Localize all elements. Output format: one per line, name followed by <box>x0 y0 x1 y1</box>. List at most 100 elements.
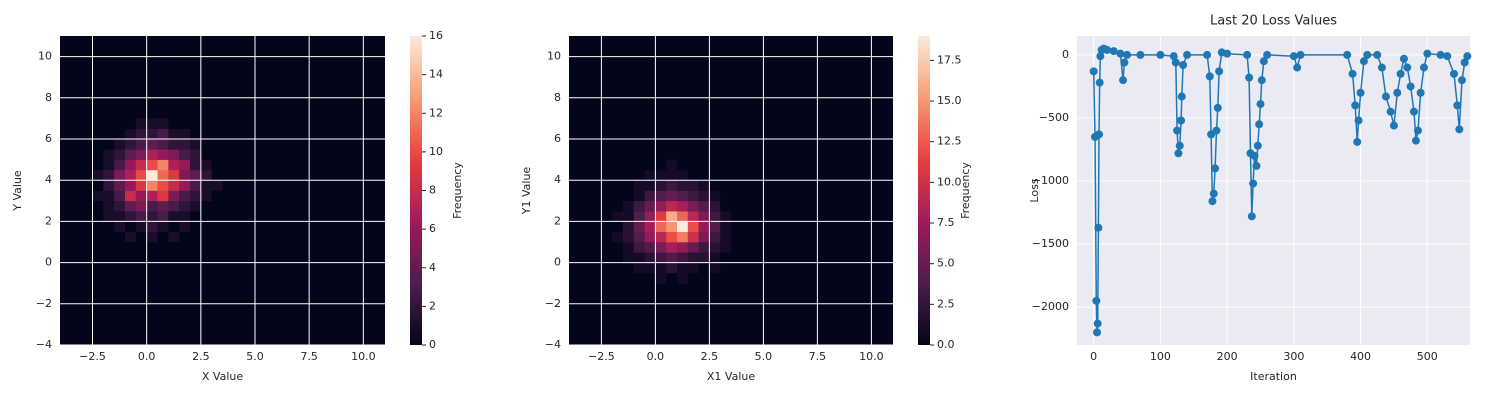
y-tick-label: 10 <box>547 50 561 63</box>
heatmap-cell <box>655 252 667 263</box>
colorbar-tick-label: 14 <box>429 68 443 81</box>
y-tick-label: 0 <box>554 256 561 269</box>
loss-marker <box>1116 49 1125 58</box>
heatmap-cell <box>709 242 721 253</box>
heatmap-cell <box>103 118 115 129</box>
heatmap-cell <box>731 159 743 171</box>
heatmap-cell <box>687 262 699 274</box>
heatmap-cell <box>157 180 169 191</box>
heatmap-cell <box>125 231 137 243</box>
heatmap-cell <box>644 262 656 274</box>
loss-marker <box>1093 319 1102 328</box>
heatmap-cell <box>644 169 656 181</box>
x-tick-label: 100 <box>1150 350 1171 363</box>
heatmap-cell <box>211 128 223 140</box>
loss-marker <box>1389 121 1398 130</box>
heatmap-cell <box>92 149 104 160</box>
heatmap-cell <box>709 190 721 202</box>
heatmap-cell <box>125 221 137 232</box>
heatmap-cell <box>103 159 115 171</box>
heatmap-cell <box>720 159 732 171</box>
x-tick-label: −2.5 <box>79 350 106 363</box>
heatmap-cell <box>633 159 645 171</box>
heatmap-cell <box>135 159 147 171</box>
heatmap-cell <box>200 190 212 202</box>
heatmap-cell <box>655 272 667 284</box>
x-tick-label: 300 <box>1283 350 1304 363</box>
x-tick-label: 500 <box>1417 350 1438 363</box>
loss-marker <box>1255 120 1264 129</box>
heatmap-cell <box>125 118 137 129</box>
loss-marker <box>1436 50 1445 59</box>
loss-marker <box>1257 76 1266 85</box>
heatmap-cell <box>720 262 732 274</box>
heatmap-cell <box>114 211 126 222</box>
heatmap-cell <box>135 200 147 212</box>
heatmap-cell <box>633 262 645 274</box>
heatmap-cell <box>666 180 678 191</box>
loss-marker <box>1411 136 1420 145</box>
loss-marker <box>1416 88 1425 97</box>
loss-marker <box>1343 50 1352 59</box>
x-tick-label: 2.5 <box>701 350 719 363</box>
heatmap-cell <box>720 211 732 222</box>
y-tick-label: −500 <box>1039 111 1069 124</box>
y-axis-label: Y1 Value <box>520 167 533 216</box>
heatmap-cell <box>612 252 624 263</box>
heatmap-cell <box>92 190 104 202</box>
heatmap-cell <box>200 221 212 232</box>
heatmap-cell <box>103 180 115 191</box>
heatmap-cell <box>644 221 656 232</box>
heatmap-cell <box>200 159 212 171</box>
heatmap-cell <box>677 159 689 171</box>
heatmap-cell <box>666 252 678 263</box>
heatmap-cell <box>623 159 635 171</box>
loss-marker <box>1109 47 1118 56</box>
heatmap-cell <box>114 231 126 243</box>
heatmap-cell <box>103 149 115 160</box>
loss-marker <box>1463 52 1472 61</box>
heatmap-cell <box>135 180 147 191</box>
loss-marker <box>1156 50 1165 59</box>
heatmap-cell <box>157 169 169 181</box>
heatmap-cell <box>157 149 169 160</box>
heatmap-cell <box>114 118 126 129</box>
y-tick-label: 8 <box>554 91 561 104</box>
heatmap-cell <box>92 200 104 212</box>
heatmap-cell <box>623 242 635 253</box>
heatmap-cell <box>190 159 202 171</box>
heatmap-cell <box>114 169 126 181</box>
colorbar-tick-label: 8 <box>429 184 436 197</box>
heatmap-cell <box>698 211 710 222</box>
heatmap-cell <box>731 272 743 284</box>
heatmap-cell <box>612 169 624 181</box>
colorbar-tick-label: 15.0 <box>937 94 962 107</box>
heatmap-cell <box>168 118 180 129</box>
heatmap-cell <box>687 211 699 222</box>
heatmap-cell <box>179 128 191 140</box>
y-axis-label: Loss <box>1028 178 1041 202</box>
loss-marker <box>1354 116 1363 125</box>
heatmap-cell <box>677 272 689 284</box>
heatmap-cell <box>146 211 158 222</box>
heatmap-cell <box>644 272 656 284</box>
heatmap-cell <box>655 262 667 274</box>
heatmap-cell <box>114 149 126 160</box>
heatmap-cell <box>92 169 104 181</box>
loss-marker <box>1403 63 1412 72</box>
heatmap-cell <box>612 190 624 202</box>
heatmap-cell <box>666 231 678 243</box>
heatmap-cell <box>633 242 645 253</box>
loss-marker <box>1095 78 1104 87</box>
heatmap-cell <box>644 159 656 171</box>
colorbar-tick-label: 2.5 <box>937 297 955 310</box>
heatmap-cell <box>135 118 147 129</box>
heatmap-cell <box>655 190 667 202</box>
heatmap-cell <box>114 190 126 202</box>
loss-marker <box>1359 57 1368 66</box>
heatmap-cell <box>103 221 115 232</box>
loss-marker <box>1256 100 1265 109</box>
heatmap-cell <box>687 169 699 181</box>
y-tick-label: −2000 <box>1032 300 1069 313</box>
